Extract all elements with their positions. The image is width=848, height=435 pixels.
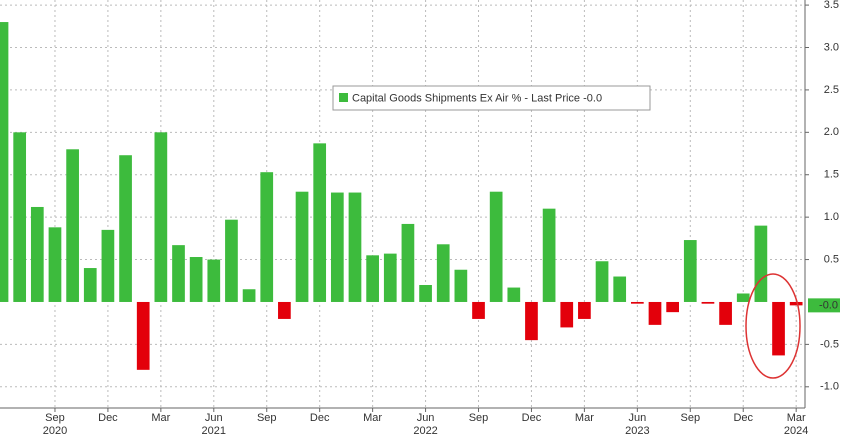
bar: [295, 191, 309, 302]
bar: [419, 285, 432, 302]
y-tick-label: -1.0: [820, 381, 839, 393]
x-tick-label: Sep: [681, 412, 701, 424]
bar: [436, 244, 450, 302]
bar: [401, 223, 415, 302]
bar: [578, 301, 591, 319]
x-tick-label: Mar: [575, 412, 594, 424]
highlight-ellipse: [745, 273, 801, 379]
x-tick-label: Dec: [98, 412, 118, 424]
bar: [0, 22, 9, 302]
bar: [189, 257, 203, 302]
bar: [101, 229, 115, 302]
bar: [701, 301, 715, 304]
bar: [366, 255, 379, 302]
bar: [754, 225, 768, 302]
x-tick-label: Dec: [733, 412, 753, 424]
bar: [172, 245, 185, 302]
bar: [83, 268, 97, 302]
x-year-label: 2022: [413, 425, 437, 435]
bar: [789, 301, 803, 306]
bar: [48, 227, 62, 302]
y-tick-label: -0.5: [820, 338, 839, 350]
bar: [260, 172, 274, 302]
bar: [30, 206, 44, 302]
bar: [472, 301, 485, 319]
bar: [13, 132, 27, 302]
x-tick-label: Dec: [310, 412, 330, 424]
bar: [383, 253, 397, 302]
bar: [454, 269, 468, 302]
bar: [66, 149, 79, 302]
bar: [242, 289, 256, 302]
bar: [313, 143, 327, 302]
x-year-label: 2021: [202, 425, 226, 435]
x-year-label: 2020: [43, 425, 67, 435]
bar: [207, 259, 221, 302]
bar: [666, 301, 679, 313]
bar: [736, 293, 750, 302]
y-tick-label: 3.0: [824, 41, 839, 53]
bar: [330, 192, 344, 302]
x-tick-label: Sep: [45, 412, 65, 424]
last-price-tag: [808, 298, 840, 313]
bar: [560, 301, 574, 328]
bar: [525, 301, 538, 341]
grid: [0, 0, 805, 408]
bar: [683, 240, 697, 302]
legend-last-price-text: - Last Price: [524, 92, 580, 104]
bar: [348, 192, 362, 302]
bar: [772, 301, 785, 356]
bar: [489, 191, 503, 302]
x-tick-label: Sep: [257, 412, 277, 424]
x-tick-label: Sep: [469, 412, 489, 424]
bar: [119, 155, 132, 302]
legend-label: Capital Goods Shipments Ex Air % - Last …: [352, 92, 602, 104]
bar: [154, 132, 168, 302]
x-tick-label: Jun: [628, 412, 646, 424]
bar: [136, 301, 150, 370]
bar: [719, 301, 732, 325]
y-tick-label: 1.5: [824, 169, 839, 181]
x-tick-label: Dec: [522, 412, 542, 424]
y-tick-label: 0.5: [824, 253, 839, 265]
y-tick-label: 2.5: [824, 84, 839, 96]
bar: [613, 276, 627, 302]
y-tick-label: 1.0: [824, 211, 839, 223]
x-tick-label: Mar: [363, 412, 382, 424]
x-year-label: 2024: [784, 425, 808, 435]
bar: [648, 301, 662, 325]
y-tick-label: 3.5: [824, 0, 839, 11]
bars: [0, 22, 803, 370]
x-year-label: 2023: [625, 425, 649, 435]
bar: [278, 301, 291, 319]
y-tick-label: 2.0: [824, 126, 839, 138]
bar: [542, 208, 556, 302]
x-tick-label: Jun: [205, 412, 223, 424]
legend-box: [332, 85, 651, 111]
legend: Capital Goods Shipments Ex Air % - Last …: [332, 85, 651, 111]
x-tick-label: Mar: [151, 412, 170, 424]
legend-swatch: [339, 93, 348, 102]
legend-last-price: -0.0: [583, 92, 602, 104]
bar: [225, 219, 238, 302]
bar: [507, 287, 521, 302]
x-tick-label: Mar: [787, 412, 806, 424]
x-tick-label: Jun: [417, 412, 435, 424]
bar: [630, 301, 644, 304]
bar: [595, 261, 609, 302]
legend-series-name: Capital Goods Shipments Ex Air %: [352, 92, 522, 104]
last-price-label: -0.0: [819, 299, 838, 311]
